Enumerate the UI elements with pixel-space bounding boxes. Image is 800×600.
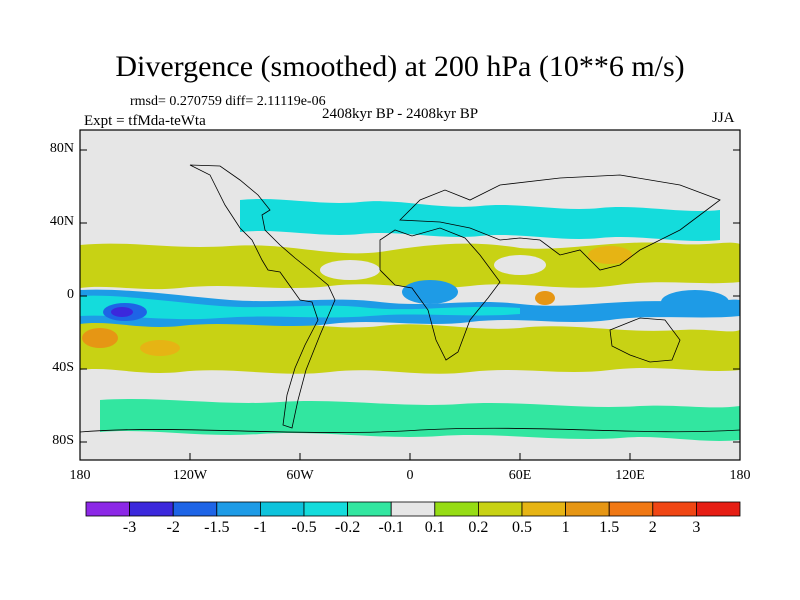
- lon-tick-label: 60W: [286, 468, 314, 483]
- lon-tick-label: 180: [729, 468, 751, 483]
- period-label: 2408kyr BP - 2408kyr BP: [322, 106, 479, 122]
- lat-tick-label: 80N: [49, 141, 74, 156]
- colorbar-swatch: [172, 501, 218, 517]
- colorbar-label: 3: [692, 519, 701, 536]
- colorbar-label: -1: [253, 519, 268, 536]
- colorbar-swatch: [434, 501, 479, 517]
- axis-ticks: [79, 149, 741, 460]
- colorbar-label: -3: [122, 519, 137, 536]
- lon-tick-label: 120E: [615, 468, 645, 483]
- colorbar-swatch: [129, 501, 174, 517]
- lon-tick-label: 120W: [172, 468, 208, 483]
- colorbar-label: -2: [166, 519, 180, 536]
- stats-text: rmsd= 0.270759 diff= 2.11119e-06: [130, 94, 326, 109]
- colorbar-swatch: [390, 501, 436, 517]
- colorbar-label: -0.1: [378, 519, 404, 536]
- colorbar-label: 1: [561, 519, 570, 536]
- colorbar-swatch: [259, 501, 305, 517]
- colorbar-swatch: [85, 501, 130, 517]
- colorbar-label: -1.5: [204, 519, 230, 536]
- colorbar-swatch: [565, 501, 610, 517]
- colorbar-swatch: [652, 501, 697, 517]
- coastlines: [80, 164, 740, 433]
- colorbar-label: 2: [648, 519, 657, 536]
- colorbar-label: 0.5: [512, 519, 532, 536]
- lon-tick-label: 60E: [508, 468, 532, 483]
- lat-tick-label: 0: [67, 287, 74, 302]
- experiment-label: Expt = tfMda-teWta: [84, 113, 206, 129]
- colorbar-label: 1.5: [599, 519, 620, 536]
- colorbar-swatch: [608, 501, 654, 517]
- colorbar-swatch: [303, 501, 348, 517]
- colorbar-label: 0.1: [424, 519, 445, 536]
- lat-tick-label: 40N: [49, 214, 74, 229]
- plot-title: Divergence (smoothed) at 200 hPa (10**6 …: [115, 50, 685, 83]
- lon-tick-label: 180: [69, 468, 91, 483]
- colorbar-swatch: [521, 501, 566, 517]
- divergence-field: [80, 199, 740, 441]
- season-label: JJA: [712, 110, 735, 126]
- colorbar-swatch: [216, 501, 261, 517]
- lon-tick-label: 0: [406, 468, 414, 483]
- colorbar-swatch: [477, 501, 523, 517]
- colorbar: [85, 501, 741, 517]
- colorbar-label: -0.5: [291, 519, 317, 536]
- colorbar-swatch: [347, 501, 392, 517]
- lat-tick-label: 80S: [52, 433, 74, 448]
- colorbar-label: 0.2: [468, 519, 489, 536]
- colorbar-swatch: [696, 501, 741, 517]
- colorbar-label: -0.2: [334, 519, 361, 536]
- lat-tick-label: 40S: [52, 360, 74, 375]
